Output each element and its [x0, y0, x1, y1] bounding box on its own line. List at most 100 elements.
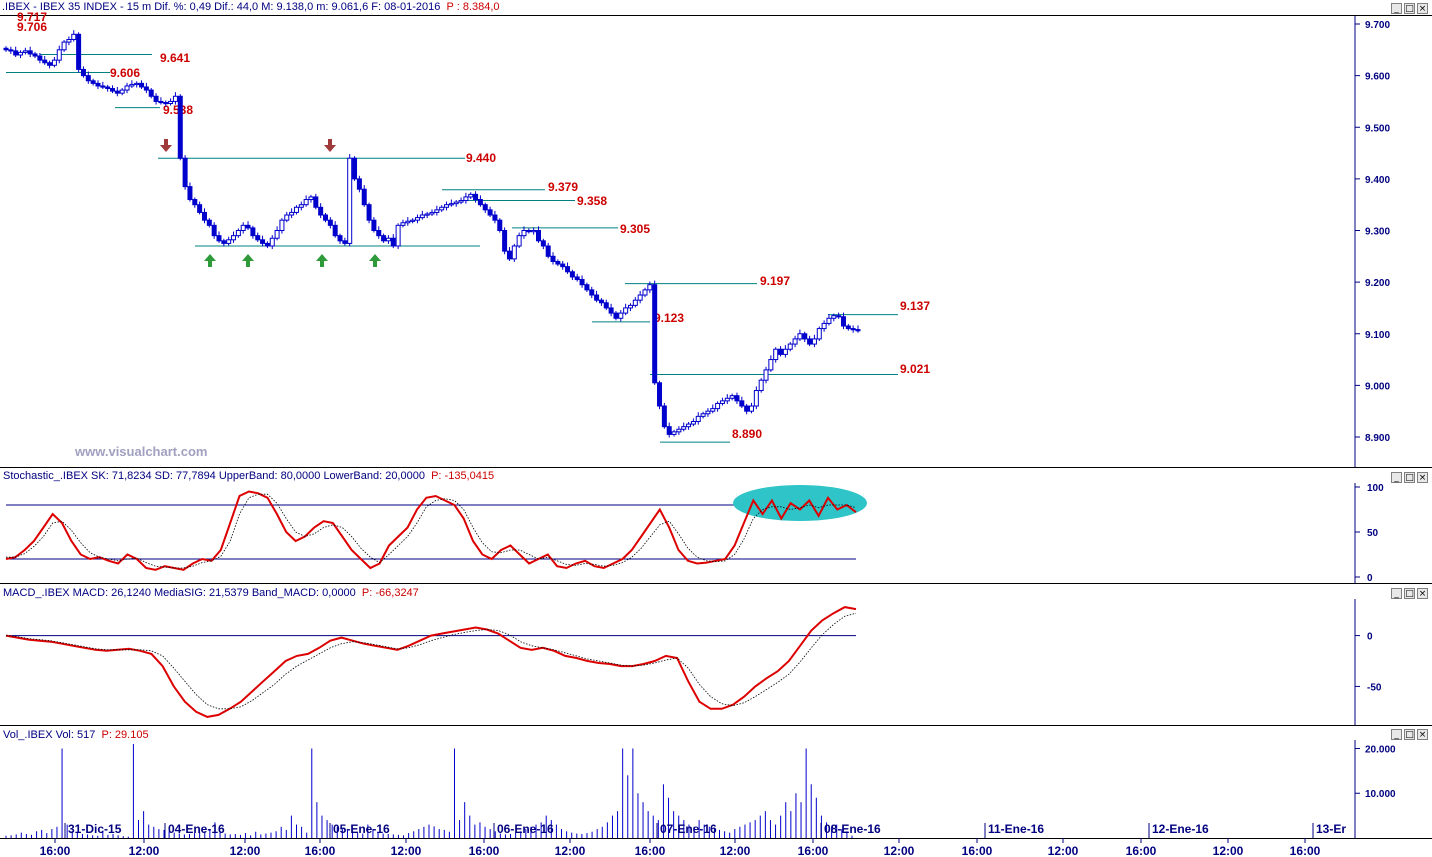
- candle-up: [444, 204, 450, 208]
- stochastic-minimize-button[interactable]: _: [1391, 472, 1402, 483]
- time-label: 12:00: [1048, 844, 1079, 857]
- up-arrow-icon: [369, 254, 381, 267]
- candle-up: [521, 230, 527, 237]
- candle-up: [405, 220, 411, 224]
- candle-down: [37, 55, 43, 61]
- candle-up: [632, 299, 638, 306]
- price-minimize-button[interactable]: _: [1391, 3, 1402, 14]
- candle-up: [453, 201, 459, 205]
- stochastic-maximize-button[interactable]: □: [1404, 472, 1415, 483]
- candle-up: [231, 235, 237, 241]
- level-label: 9.440: [466, 151, 496, 165]
- volume-minimize-button[interactable]: _: [1391, 729, 1402, 740]
- candle-series: [3, 30, 861, 438]
- candle-up: [787, 343, 793, 350]
- time-label: 12:00: [230, 844, 261, 857]
- time-label: 12:00: [1213, 844, 1244, 857]
- watermark-text: www.visualchart.com: [74, 444, 207, 459]
- axis-tick-label: 0: [1367, 573, 1373, 584]
- candle-up: [18, 51, 24, 56]
- level-label: 9.137: [900, 299, 930, 313]
- price-close-button[interactable]: ×: [1417, 3, 1428, 14]
- candle-up: [623, 307, 629, 314]
- candle-up: [637, 294, 643, 301]
- candle-down: [27, 50, 33, 55]
- axis-tick-label: 50: [1367, 528, 1379, 539]
- candle-down: [594, 294, 600, 301]
- candle-up: [124, 85, 130, 91]
- candle-up: [66, 38, 72, 43]
- time-label: 16:00: [1126, 844, 1157, 857]
- candle-down: [545, 245, 551, 257]
- time-label: 12:00: [720, 844, 751, 857]
- candle-down: [802, 333, 808, 340]
- candle-down: [187, 186, 193, 201]
- price-tick-label: 9.200: [1365, 278, 1390, 289]
- level-label: 9.305: [620, 222, 650, 236]
- stochastic-close-button[interactable]: ×: [1417, 472, 1428, 483]
- price-levels: 9.6419.6069.5389.4409.3799.3589.3059.197…: [6, 51, 930, 443]
- candle-up: [172, 95, 178, 102]
- macd-header: MACD_.IBEX MACD: 26,1240 MediaSIG: 21,53…: [3, 587, 419, 599]
- candle-up: [773, 348, 779, 361]
- macd-title: MACD_.IBEX MACD: 26,1240 MediaSIG: 21,53…: [3, 587, 356, 599]
- volume-maximize-button[interactable]: □: [1404, 729, 1415, 740]
- candle-up: [792, 338, 798, 345]
- chart-header: .IBEX - IBEX 35 INDEX - 15 m Dif. %: 0,4…: [2, 1, 500, 13]
- candle-down: [110, 88, 115, 92]
- date-label: 13-Er: [1316, 822, 1346, 836]
- price-maximize-button[interactable]: □: [1404, 3, 1415, 14]
- volume-panel: 20.000 10.000: [5, 744, 1396, 838]
- candle-up: [753, 390, 759, 407]
- candle-down: [182, 157, 188, 188]
- macd-minimize-button[interactable]: _: [1391, 588, 1402, 599]
- candle-up: [226, 239, 232, 244]
- signal-arrows: [160, 139, 381, 267]
- candle-down: [85, 75, 91, 82]
- candle-down: [42, 59, 48, 64]
- candle-up: [410, 219, 416, 222]
- volume-close-button[interactable]: ×: [1417, 729, 1428, 740]
- price-tick-label: 9.300: [1365, 227, 1390, 238]
- candle-up: [414, 217, 420, 221]
- time-label: 12:00: [391, 844, 422, 857]
- candle-up: [782, 348, 788, 355]
- candle-up: [298, 204, 304, 208]
- macd-close-button[interactable]: ×: [1417, 588, 1428, 599]
- date-label: 05-Ene-16: [333, 822, 390, 836]
- candle-down: [352, 157, 358, 180]
- candle-up: [671, 431, 677, 435]
- volume-tick-label: 10.000: [1365, 789, 1396, 800]
- date-label: 07-Ene-16: [660, 822, 717, 836]
- candle-up: [758, 379, 764, 392]
- down-arrow-icon: [324, 139, 336, 152]
- candle-down: [661, 405, 667, 428]
- level-label: 8.890: [732, 427, 762, 441]
- macd-maximize-button[interactable]: □: [1404, 588, 1415, 599]
- candle-up: [168, 100, 174, 105]
- candle-down: [255, 235, 261, 241]
- price-tick-label: 9.700: [1365, 20, 1390, 31]
- instrument-name: .IBEX - IBEX 35 INDEX: [2, 1, 117, 13]
- price-tick-label: 9.500: [1365, 123, 1390, 134]
- candle-down: [332, 224, 338, 237]
- candle-up: [749, 405, 754, 412]
- series-mediasig: [5, 612, 857, 710]
- candle-down: [245, 224, 251, 229]
- candle-up: [61, 41, 67, 51]
- candle-down: [337, 235, 343, 242]
- candle-down: [497, 219, 503, 232]
- candle-down: [139, 82, 145, 88]
- candle-down: [850, 328, 856, 331]
- candle-up: [463, 196, 469, 202]
- top-label-9706: 9.706: [17, 20, 48, 34]
- candle-down: [613, 312, 619, 319]
- up-arrow-icon: [204, 254, 216, 267]
- candle-up: [627, 304, 633, 309]
- candle-down: [390, 237, 396, 247]
- candle-down: [778, 348, 784, 355]
- candle-up: [308, 196, 314, 201]
- price-tick-label: 9.000: [1365, 381, 1390, 392]
- candle-down: [163, 101, 169, 105]
